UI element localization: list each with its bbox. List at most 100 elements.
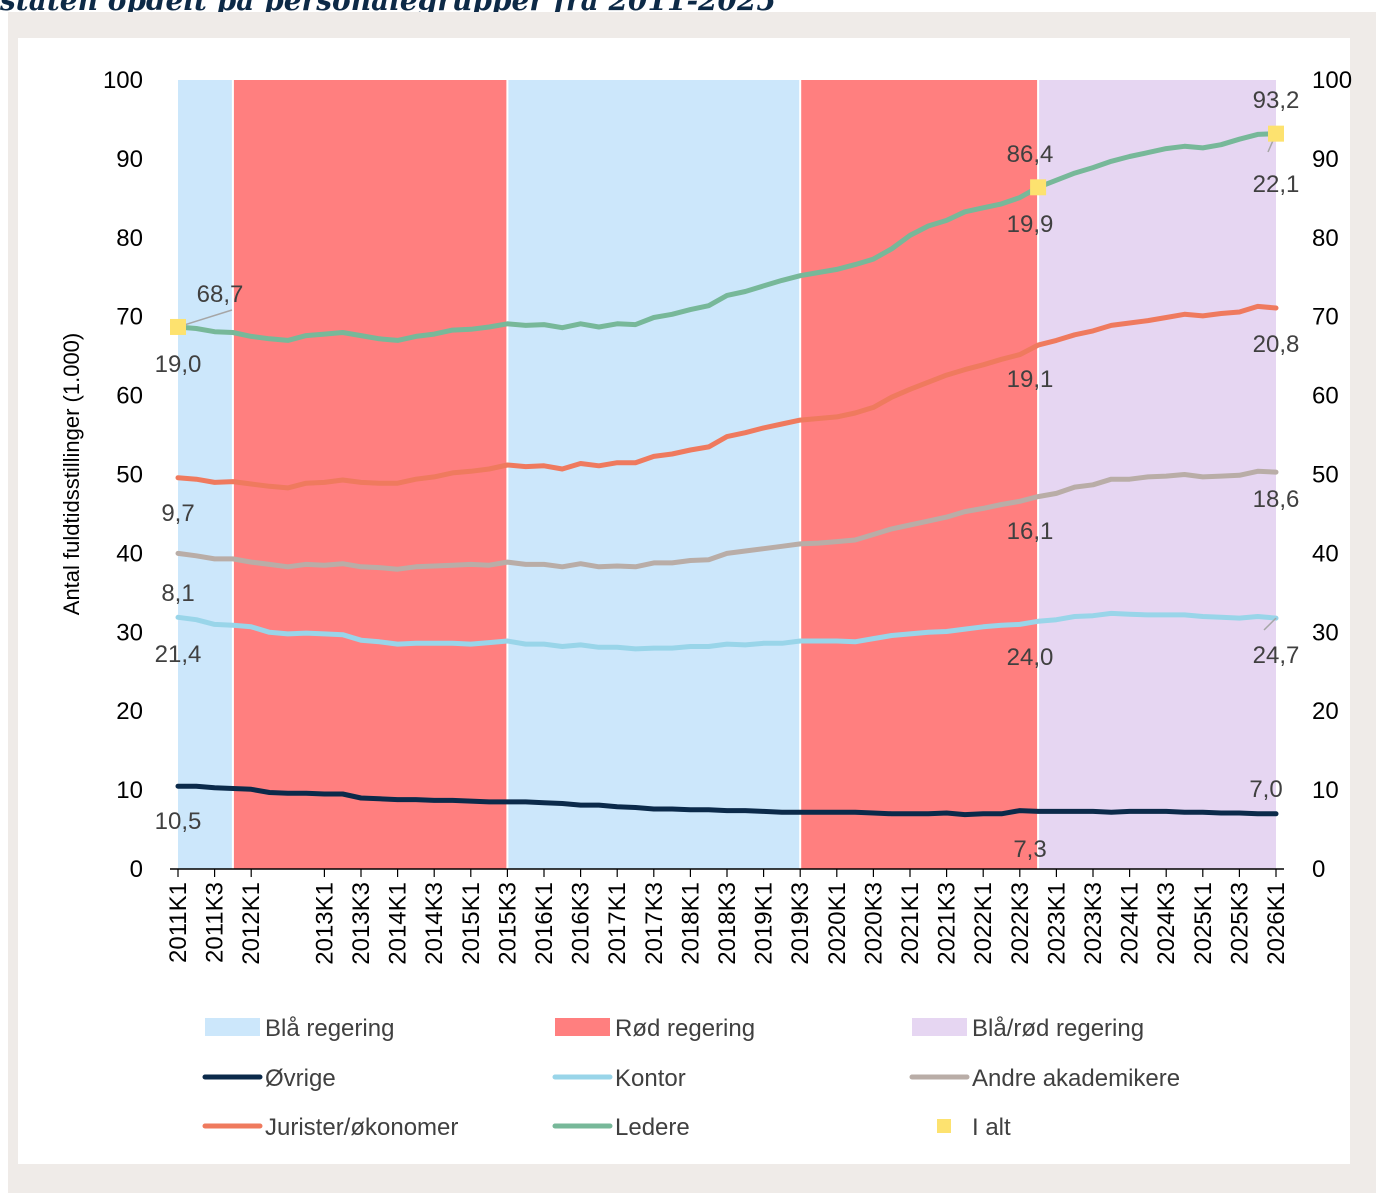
x-tick-2024K3: 2024K3: [1153, 882, 1180, 965]
leader-line-2011K1: [177, 309, 233, 328]
data-label-2026K1-14: 20,8: [1253, 331, 1300, 358]
legend-item-andre-akademikere: Andre akademikere: [909, 1065, 1180, 1092]
data-label-2022K4-9: 16,1: [1007, 518, 1054, 545]
y-tick-right-40: 40: [1312, 540, 1339, 567]
x-tick-2015K3: 2015K3: [494, 882, 521, 965]
data-label-2022K4-6: 86,4: [1007, 141, 1054, 168]
x-tick-2017K3: 2017K3: [641, 882, 668, 965]
y-tick-right-70: 70: [1312, 304, 1339, 331]
y-tick-left-20: 20: [116, 698, 143, 725]
series-line-oevrige: [175, 783, 1279, 818]
y-tick-right-0: 0: [1312, 856, 1325, 883]
y-tick-left-0: 0: [130, 856, 143, 883]
x-tick-2023K3: 2023K3: [1080, 882, 1107, 965]
x-tick-2013K1: 2013K1: [311, 882, 338, 965]
data-label-2026K1-12: 93,2: [1253, 87, 1300, 114]
y-tick-left-10: 10: [116, 777, 143, 804]
y-tick-right-50: 50: [1312, 462, 1339, 489]
legend-swatch-blaa-regering: [205, 1018, 260, 1036]
series-line-kontor: [175, 610, 1279, 652]
period-band-roed-regering-1: [232, 80, 508, 869]
x-tick-2016K1: 2016K1: [531, 882, 558, 965]
y-tick-left-70: 70: [116, 304, 143, 331]
data-label-2011K1-5: 10,5: [155, 808, 202, 835]
y-tick-right-90: 90: [1312, 146, 1339, 173]
y-tick-right-100: 100: [1312, 67, 1352, 94]
y-tick-left-30: 30: [116, 619, 143, 646]
x-tick-2015K1: 2015K1: [458, 882, 485, 965]
x-tick-2011K3: 2011K3: [202, 882, 229, 963]
x-tick-2020K1: 2020K1: [824, 882, 851, 965]
y-tick-right-80: 80: [1312, 225, 1339, 252]
data-label-2011K1-0: 68,7: [197, 281, 244, 308]
legend-label-kontor: Kontor: [615, 1065, 686, 1092]
legend-swatch-roed-regering: [555, 1018, 610, 1036]
x-tick-2021K3: 2021K3: [934, 882, 961, 965]
x-tick-2022K1: 2022K1: [970, 882, 997, 965]
series-line-ledere: [175, 131, 1279, 343]
x-tick-2012K1: 2012K1: [238, 882, 265, 965]
y-tick-left-100: 100: [103, 67, 143, 94]
data-label-2022K4-11: 7,3: [1013, 836, 1046, 863]
legend-swatch-i-alt: [937, 1119, 951, 1133]
y-axis-title: Antal fuldtidsstillinger (1.000): [59, 333, 84, 615]
period-band-blaa-regering-2: [507, 80, 801, 869]
legend-label-andre-akademikere: Andre akademikere: [972, 1065, 1180, 1092]
y-tick-left-40: 40: [116, 540, 143, 567]
data-label-2026K1-13: 22,1: [1253, 171, 1300, 198]
x-tick-2025K1: 2025K1: [1190, 882, 1217, 965]
y-tick-right-10: 10: [1312, 777, 1339, 804]
total-marker-2026K1: [1268, 125, 1284, 142]
x-tick-2023K1: 2023K1: [1043, 882, 1070, 965]
legend-label-jurister-oekonomer: Jurister/økonomer: [265, 1114, 458, 1141]
data-label-2026K1-15: 18,6: [1253, 486, 1300, 513]
x-tick-2022K3: 2022K3: [1007, 882, 1034, 965]
data-label-2026K1-17: 7,0: [1249, 776, 1282, 803]
x-tick-2011K1: 2011K1: [165, 882, 192, 963]
legend-label-ledere: Ledere: [615, 1114, 690, 1141]
x-tick-2018K3: 2018K3: [714, 882, 741, 965]
legend-label-i-alt: I alt: [972, 1114, 1011, 1141]
legend-item-oevrige: Øvrige: [202, 1065, 336, 1092]
x-tick-2014K3: 2014K3: [421, 882, 448, 965]
data-label-2022K4-10: 24,0: [1007, 644, 1054, 671]
legend-item-roed-regering: Rød regering: [555, 1015, 755, 1042]
y-tick-right-20: 20: [1312, 698, 1339, 725]
legend-item-ledere: Ledere: [552, 1114, 690, 1141]
x-tick-2020K3: 2020K3: [860, 882, 887, 965]
x-tick-2016K3: 2016K3: [568, 882, 595, 965]
legend-item-blaa-regering: Blå regering: [205, 1015, 394, 1042]
x-tick-2014K1: 2014K1: [385, 882, 412, 965]
data-label-2011K1-4: 21,4: [155, 641, 202, 668]
x-tick-2025K3: 2025K3: [1226, 882, 1253, 965]
x-tick-2021K1: 2021K1: [897, 882, 924, 965]
x-tick-2024K1: 2024K1: [1117, 882, 1144, 965]
leader-line-kontor-end: [1263, 617, 1277, 631]
series-line-jurister-oekonomer: [175, 303, 1279, 491]
data-label-2011K1-2: 9,7: [161, 500, 194, 527]
legend-item-i-alt: I alt: [937, 1114, 1011, 1141]
data-label-2022K4-7: 19,9: [1007, 211, 1054, 238]
legend-label-blaa-regering: Blå regering: [265, 1015, 394, 1042]
data-label-2011K1-1: 19,0: [155, 351, 202, 378]
total-marker-2022K4: [1030, 179, 1047, 196]
series-line-andre-akademikere: [175, 468, 1279, 572]
legend-label-oevrige: Øvrige: [265, 1065, 336, 1092]
y-tick-right-30: 30: [1312, 619, 1339, 646]
x-tick-2019K1: 2019K1: [751, 882, 778, 965]
x-tick-2017K1: 2017K1: [604, 882, 631, 965]
period-band-roed-regering-3: [800, 80, 1039, 869]
y-tick-left-60: 60: [116, 383, 143, 410]
legend-item-jurister-oekonomer: Jurister/økonomer: [202, 1114, 458, 1141]
y-tick-right-60: 60: [1312, 383, 1339, 410]
x-tick-2019K3: 2019K3: [787, 882, 814, 965]
data-label-2011K1-3: 8,1: [161, 580, 194, 607]
x-tick-2018K1: 2018K1: [677, 882, 704, 965]
legend-label-blaa-roed-regering: Blå/rød regering: [972, 1015, 1144, 1042]
legend-item-kontor: Kontor: [552, 1065, 686, 1092]
legend-swatch-blaa-roed-regering: [912, 1018, 967, 1036]
data-label-2022K4-8: 19,1: [1007, 366, 1054, 393]
y-tick-left-90: 90: [116, 146, 143, 173]
legend-label-roed-regering: Rød regering: [615, 1015, 755, 1042]
